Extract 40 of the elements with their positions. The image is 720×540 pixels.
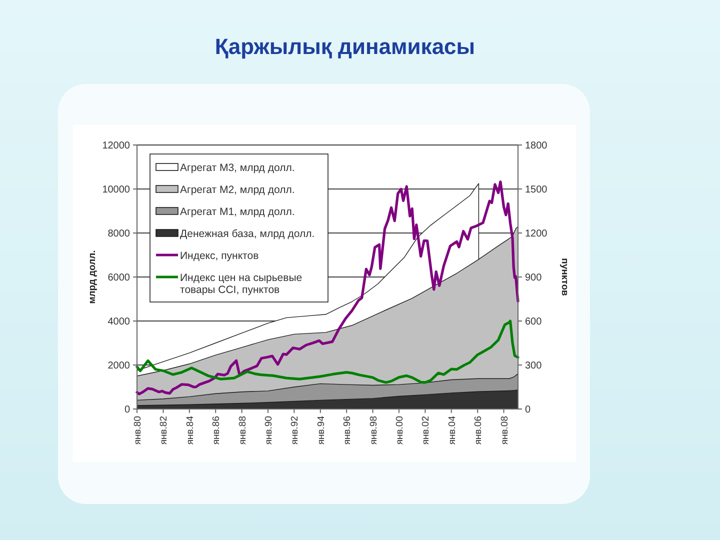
y-tick-label: 12000: [102, 140, 130, 152]
legend-label: Индекс цен на сырьевые товары CCI, пунктов: [180, 272, 302, 296]
x-tick-label: янв.94: [316, 416, 327, 445]
x-tick-label: янв.06: [473, 416, 484, 445]
x-tick-label: янв.90: [264, 416, 275, 445]
x-tick-label: янв.84: [184, 416, 196, 445]
x-tick-label: янв.82: [158, 416, 170, 445]
legend-label: Агрегат М2, млрд долл.: [180, 184, 295, 196]
y2-tick-label: 1500: [525, 184, 548, 196]
y2-axis-title: пунктов: [559, 258, 570, 296]
x-tick-label: янв.08: [499, 416, 510, 445]
legend-label: Агрегат М1, млрд долл.: [180, 206, 295, 218]
y-axis-title: млрд долл.: [87, 250, 98, 304]
y-tick-label: 10000: [102, 184, 130, 196]
y-tick-label: 6000: [108, 272, 130, 284]
x-tick-label: янв.96: [342, 416, 354, 445]
y2-tick-label: 1200: [525, 228, 548, 240]
y2-tick-label: 1800: [525, 140, 548, 152]
legend-label: Индекс, пунктов: [180, 250, 260, 262]
y2-tick-label: 900: [525, 272, 542, 284]
y2-tick-label: 300: [525, 360, 542, 372]
y-tick-label: 8000: [108, 228, 130, 240]
y2-tick-label: 0: [525, 404, 531, 416]
line-series: [136, 320, 520, 384]
x-tick-label: янв.86: [211, 416, 222, 445]
y-tick-label: 2000: [108, 360, 130, 372]
x-tick-label: янв.00: [394, 416, 406, 445]
x-tick-label: янв.80: [132, 416, 144, 445]
x-tick-label: янв.92: [290, 416, 301, 445]
legend-label: Агрегат М3, млрд долл.: [180, 162, 295, 174]
y-tick-label: 0: [124, 404, 130, 416]
x-tick-label: янв.88: [237, 416, 248, 445]
chart-title: Қаржылық динамикасы: [214, 34, 476, 59]
y-tick-label: 4000: [108, 316, 130, 328]
x-tick-label: янв.02: [420, 416, 432, 445]
y2-tick-label: 600: [525, 316, 542, 328]
line-series: [136, 180, 520, 396]
x-tick-label: янв.04: [446, 416, 458, 445]
legend-label: Денежная база, млрд долл.: [180, 228, 315, 240]
x-tick-label: янв.98: [368, 416, 380, 445]
